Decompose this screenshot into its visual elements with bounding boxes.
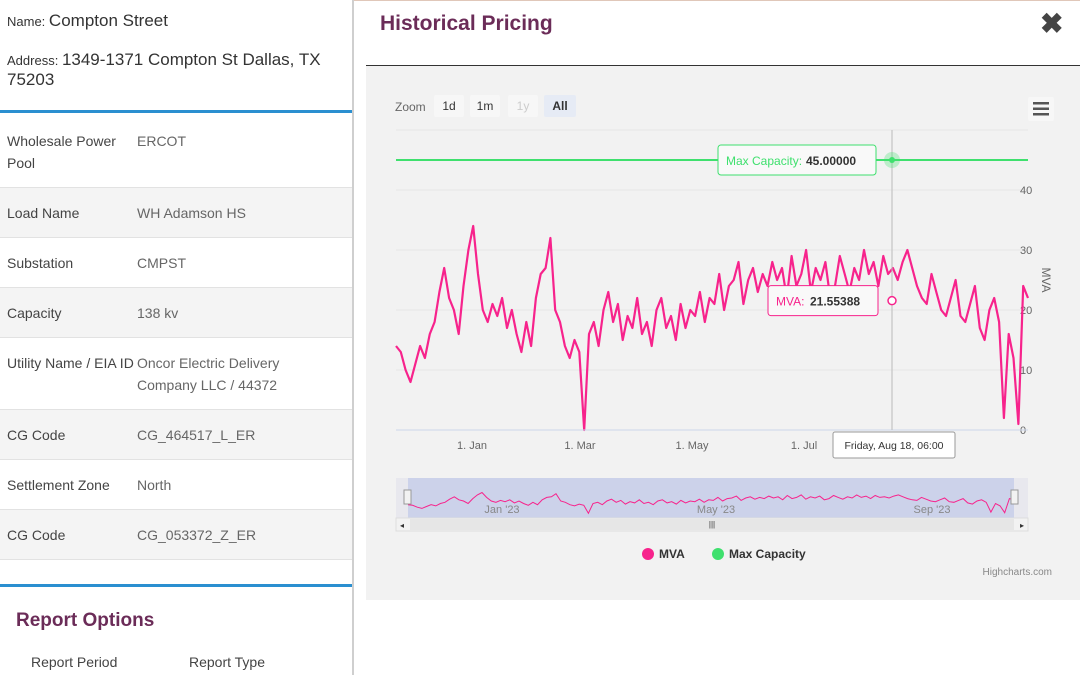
y-axis-label: MVA — [1039, 267, 1053, 292]
panel-title: Historical Pricing — [380, 12, 553, 35]
scrollbar-grip-icon: ||| — [709, 520, 715, 529]
series-layer — [395, 159, 1030, 432]
info-row-utility-name: Utility Name / EIA ID Oncor Electric Del… — [0, 338, 352, 410]
info-key: CG Code — [7, 427, 66, 443]
info-key: Substation — [7, 255, 74, 271]
navigator-handle-right — [1010, 489, 1019, 505]
panel-divider — [352, 0, 354, 675]
scrollbar-right-arrow-icon: ▸ — [1020, 521, 1024, 530]
legend-marker — [642, 548, 654, 560]
max-capacity-marker — [889, 157, 895, 163]
info-value: CG_464517_L_ER — [137, 427, 256, 443]
info-value: CG_053372_Z_ER — [137, 527, 257, 543]
x-tick-label: 1. Jan — [457, 440, 487, 452]
x-tick-label: 1. May — [675, 440, 709, 452]
info-value: North — [137, 477, 172, 493]
site-name: Name: Compton Street — [7, 11, 168, 31]
close-icon[interactable]: ✖ — [1040, 8, 1064, 39]
legend: MVA Max Capacity — [642, 547, 806, 561]
navigator-mask — [408, 478, 1014, 518]
navigator-handle-left — [403, 489, 412, 505]
navigator-scrollbar-thumb — [410, 519, 1014, 530]
zoom-button-label[interactable]: 1m — [477, 99, 494, 113]
top-border — [0, 0, 1080, 1]
site-name-label: Name: — [7, 14, 46, 29]
mva-tooltip — [767, 285, 879, 317]
zoom-button-1d[interactable] — [434, 95, 464, 117]
zoom-button-1y[interactable] — [508, 95, 538, 117]
info-row-substation: Substation CMPST — [0, 238, 352, 288]
x-tick-label: 1. Jul — [791, 440, 817, 452]
site-name-value: Compton Street — [48, 11, 168, 30]
info-key: CG Code — [7, 527, 66, 543]
info-row-load-name: Load Name WH Adamson HS — [0, 188, 352, 238]
chart-menu-icon[interactable] — [1028, 97, 1054, 121]
info-key: Load Name — [7, 205, 80, 221]
legend-item-label[interactable]: Max Capacity — [729, 547, 806, 561]
info-key: Wholesale Power Pool — [7, 133, 116, 171]
navigator[interactable]: Jan '23 May '23 Sep '23 ◂ ▸ ||| — [395, 478, 1029, 532]
navigator-tick-label: Jan '23 — [484, 504, 519, 516]
date-tooltip-label: Friday, Aug 18, 06:00 — [844, 440, 943, 452]
x-tick-label: 1. Mar — [564, 440, 596, 452]
zoom-button-label[interactable]: 1d — [442, 99, 455, 113]
date-tooltip — [832, 431, 956, 459]
section-divider — [0, 110, 352, 113]
zoom-button-label[interactable]: All — [552, 99, 567, 113]
legend-item-label[interactable]: MVA — [659, 547, 685, 561]
zoom-label: Zoom — [395, 100, 426, 114]
section-divider — [0, 584, 352, 587]
info-value: ERCOT — [137, 133, 186, 149]
navigator-tick-label: Sep '23 — [914, 504, 951, 516]
chart-credits[interactable]: Highcharts.com — [983, 567, 1052, 578]
info-row-capacity: Capacity 138 kv — [0, 288, 352, 338]
site-address-label: Address: — [7, 53, 59, 68]
max-capacity-tooltip-label: Max Capacity: — [726, 154, 802, 168]
zoom-button-1m[interactable] — [470, 95, 500, 117]
max-capacity-tooltip — [717, 144, 877, 176]
crosshair — [884, 130, 900, 430]
navigator-tick-label: May '23 — [697, 504, 735, 516]
report-options-title: Report Options — [16, 610, 155, 631]
site-details-panel: Name: Compton Street Address: 1349-1371 … — [0, 0, 352, 675]
report-type-label: Report Type — [189, 654, 266, 670]
info-row-wholesale-power-pool: Wholesale Power Pool ERCOT — [0, 116, 352, 188]
y-tick-label: 0 — [1020, 425, 1026, 437]
info-value: WH Adamson HS — [137, 205, 246, 221]
info-value: 138 kv — [137, 305, 179, 321]
info-row-settlement-zone: Settlement Zone North — [0, 460, 352, 510]
zoom-controls: Zoom 1d 1m 1y All — [395, 95, 576, 117]
zoom-button-label[interactable]: 1y — [517, 99, 530, 113]
mva-tooltip-value: 21.55388 — [810, 295, 860, 309]
site-address-value: 1349-1371 Compton St Dallas, TX 75203 — [7, 50, 321, 89]
series-mva-line — [395, 224, 1030, 432]
info-key: Settlement Zone — [7, 477, 110, 493]
site-info-table: Wholesale Power Pool ERCOT Load Name WH … — [0, 116, 352, 560]
site-address: Address: 1349-1371 Compton St Dallas, TX… — [7, 50, 347, 90]
max-capacity-tooltip-value: 45.00000 — [806, 154, 856, 168]
info-key: Capacity — [7, 305, 62, 321]
y-tick-label: 40 — [1020, 185, 1032, 197]
legend-marker — [712, 548, 724, 560]
y-tick-label: 30 — [1020, 245, 1032, 257]
info-value: Oncor Electric Delivery Company LLC / 44… — [137, 355, 280, 393]
info-row-cg-code: CG Code CG_464517_L_ER — [0, 410, 352, 460]
info-value: CMPST — [137, 255, 186, 271]
chart-container: Zoom 1d 1m 1y All 0 10 20 30 40 MVA 1. Jan 1. Mar… — [366, 66, 1080, 600]
mva-tooltip-label: MVA: — [776, 295, 804, 309]
panel-header-rule — [366, 65, 1080, 66]
scrollbar-left-arrow-icon: ◂ — [400, 521, 404, 530]
navigator-series — [407, 491, 1015, 515]
tooltips: Max Capacity: 45.00000 MVA: 21.55388 Friday,… — [717, 144, 956, 459]
report-period-label: Report Period — [31, 654, 118, 670]
mva-marker — [887, 295, 897, 306]
info-row-cg-code-zone: CG Code CG_053372_Z_ER — [0, 510, 352, 560]
x-axis-ticks: 1. Jan 1. Mar 1. May 1. Jul — [457, 440, 817, 452]
y-tick-label: 10 — [1020, 365, 1032, 377]
info-key: Utility Name / EIA ID — [7, 355, 134, 371]
zoom-button-all[interactable] — [544, 95, 576, 117]
